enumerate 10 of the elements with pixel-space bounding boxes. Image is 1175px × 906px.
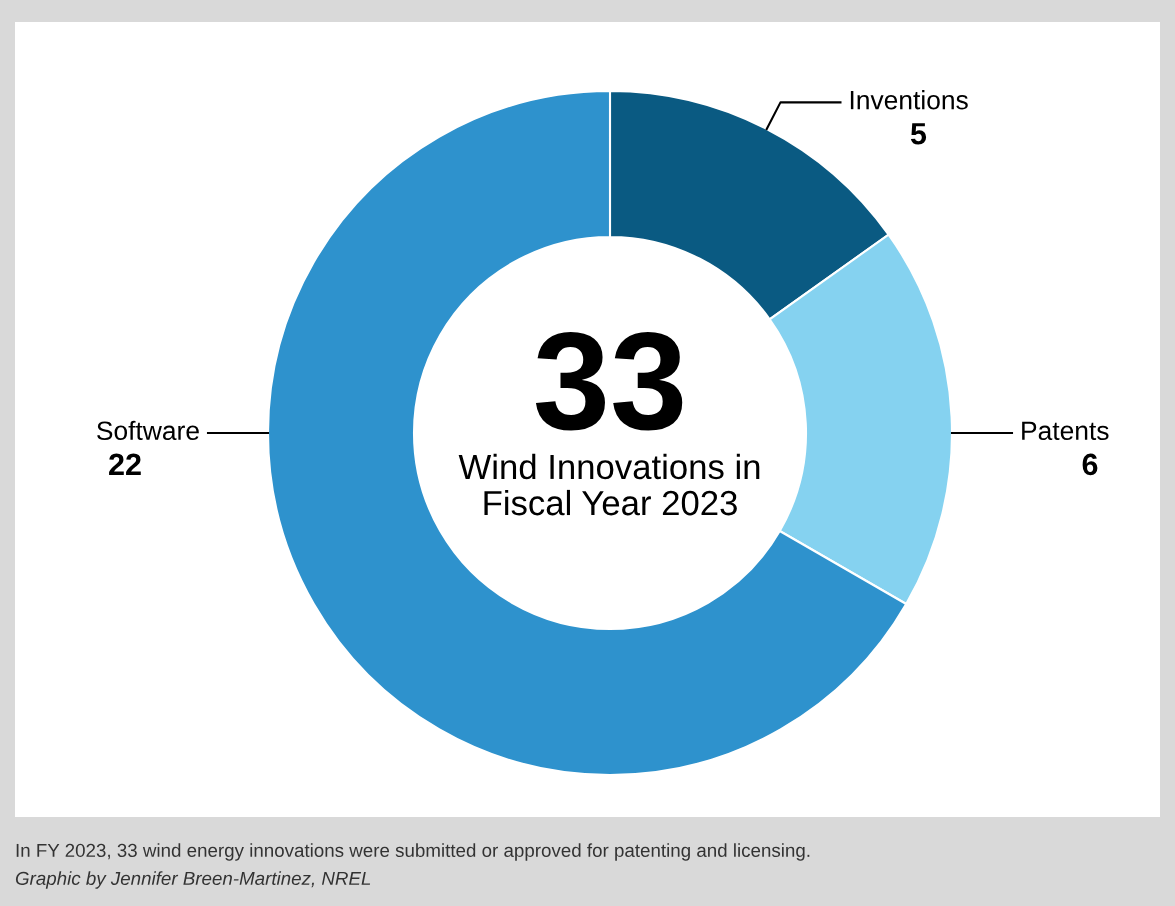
text: Wind Innovations in Fiscal Year 2023 [458, 453, 760, 516]
data-label: 5 [910, 123, 927, 145]
data-label: 6 [1082, 453, 1098, 476]
slice-label: Software [97, 420, 199, 441]
text: Graphic by Jennifer Breen-Martinez, NREL [15, 871, 371, 889]
slice-label: Inventions [850, 90, 968, 110]
data-label: 22 [109, 453, 141, 475]
text: 33 [535, 331, 683, 431]
text: In FY 2023, 33 wind energy innovations were submitted or approved for patenting and licensing. [16, 843, 810, 861]
slice-label: Patents [1022, 421, 1109, 441]
